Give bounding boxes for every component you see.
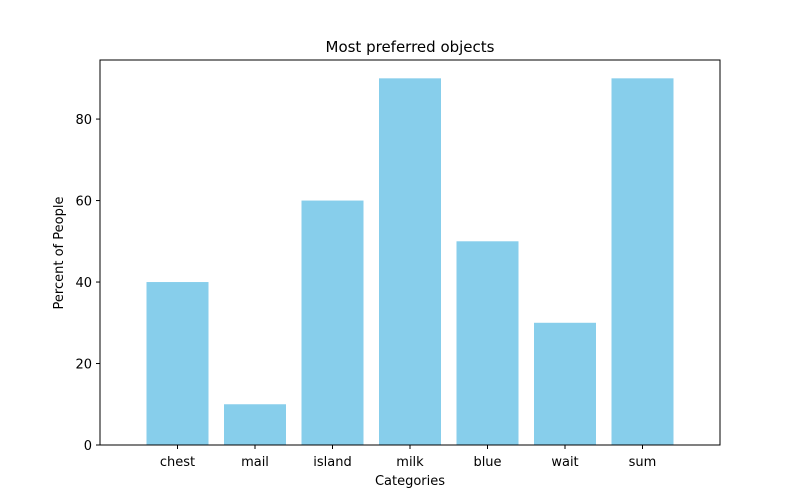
x-tick-label: sum — [629, 455, 657, 470]
y-tick-label: 80 — [75, 113, 92, 128]
bar-sum — [611, 78, 674, 445]
y-axis: 0 20 40 60 80 — [75, 113, 100, 454]
y-tick-label: 60 — [75, 195, 92, 210]
bar-island — [301, 200, 364, 445]
x-axis: chest mail island milk blue wait sum — [160, 445, 656, 470]
x-tick-label: mail — [241, 455, 269, 470]
bar-blue — [456, 241, 519, 445]
y-axis-label: Percent of People — [52, 197, 67, 310]
x-tick-label: island — [313, 455, 351, 470]
bar-series — [146, 78, 674, 445]
plot-frame — [99, 59, 721, 446]
y-tick-label: 20 — [75, 358, 92, 373]
chart-title: Most preferred objects — [326, 38, 495, 56]
bar-mail — [224, 404, 286, 445]
x-axis-label: Categories — [375, 474, 445, 489]
bar-chest — [146, 282, 209, 445]
x-tick-label: wait — [551, 455, 578, 470]
y-tick-label: 40 — [75, 276, 92, 291]
bar-wait — [534, 322, 596, 445]
x-tick-label: chest — [160, 455, 195, 470]
bar-milk — [379, 78, 441, 445]
y-tick-label: 0 — [84, 439, 92, 454]
x-tick-label: blue — [473, 455, 501, 470]
x-tick-label: milk — [396, 455, 424, 470]
